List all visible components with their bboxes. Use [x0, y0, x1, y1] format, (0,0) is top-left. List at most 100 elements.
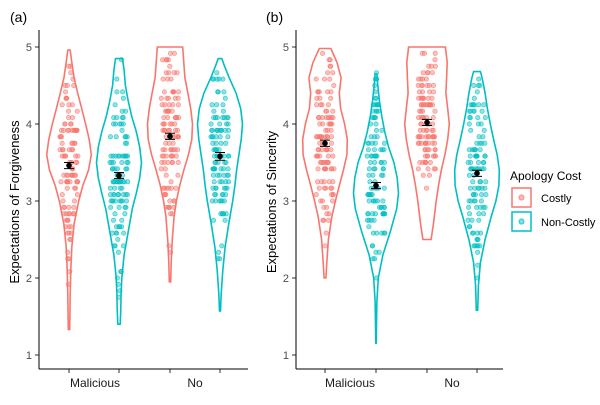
data-point [473, 153, 479, 159]
data-point [223, 160, 229, 166]
data-point [418, 121, 424, 127]
data-point [216, 249, 222, 255]
data-point [107, 185, 113, 191]
data-point [223, 185, 229, 191]
data-point [365, 192, 371, 198]
data-point [372, 211, 378, 217]
data-point [175, 172, 181, 178]
data-point [160, 121, 166, 127]
data-point [467, 185, 473, 191]
data-point [483, 192, 489, 198]
data-point [373, 249, 379, 255]
legend-label-costly: Costly [541, 193, 572, 205]
violin-malicious-non-costly [352, 73, 400, 345]
data-point [111, 115, 117, 121]
data-point [370, 256, 376, 262]
data-point [319, 102, 325, 108]
data-point [374, 275, 380, 281]
data-point [112, 185, 118, 191]
data-point [219, 179, 225, 185]
data-point [432, 57, 438, 63]
data-point [72, 198, 78, 204]
data-point [432, 63, 438, 69]
data-point [418, 76, 424, 82]
data-point [479, 192, 485, 198]
data-point [74, 108, 80, 114]
violin-malicious-non-costly [95, 57, 143, 325]
data-point [210, 172, 216, 178]
data-point [214, 70, 220, 76]
data-point [210, 134, 216, 140]
data-point [65, 179, 71, 185]
data-point [122, 134, 128, 140]
data-point [170, 153, 176, 159]
data-point [324, 134, 330, 140]
data-point [113, 153, 119, 159]
data-point [59, 153, 65, 159]
data-point [171, 204, 177, 210]
data-point [119, 57, 125, 63]
data-point [465, 217, 471, 223]
data-point [477, 179, 483, 185]
data-point [421, 50, 427, 56]
mean-marker [167, 133, 173, 140]
data-point [115, 166, 121, 172]
data-point [466, 172, 472, 178]
data-point [74, 127, 80, 133]
data-point [173, 127, 179, 133]
data-point [67, 237, 73, 243]
data-point [475, 185, 481, 191]
data-point [161, 185, 167, 191]
data-point [112, 166, 118, 172]
data-point [59, 140, 65, 146]
data-point [419, 89, 425, 95]
data-point [66, 127, 72, 133]
data-point [168, 211, 174, 217]
data-point [380, 211, 386, 217]
data-point [475, 115, 481, 121]
data-point [161, 192, 167, 198]
data-point [176, 89, 182, 95]
data-point [371, 115, 377, 121]
data-point [429, 70, 435, 76]
data-point [63, 153, 69, 159]
data-point [117, 185, 123, 191]
data-point [116, 224, 122, 230]
data-point [475, 243, 481, 249]
data-point [62, 121, 68, 127]
data-point [372, 89, 378, 95]
data-point [330, 70, 336, 76]
data-point [107, 160, 113, 166]
x-category-label-no: No [444, 376, 460, 390]
data-point [109, 230, 115, 236]
y-tick-label: 1 [26, 350, 32, 362]
data-point [420, 76, 426, 82]
data-point [221, 89, 227, 95]
data-point [474, 140, 480, 146]
data-point [430, 153, 436, 159]
data-point [171, 50, 177, 56]
data-point [420, 70, 426, 76]
data-point [376, 204, 382, 210]
panel-b-means [320, 118, 482, 190]
data-point [325, 89, 331, 95]
data-point [426, 147, 432, 153]
data-point [378, 160, 384, 166]
data-point [66, 256, 72, 262]
data-point [417, 108, 423, 114]
data-point [427, 102, 433, 108]
data-point [173, 185, 179, 191]
data-point [331, 166, 337, 172]
mean-marker [66, 162, 72, 169]
data-point [163, 204, 169, 210]
data-point [170, 89, 176, 95]
data-point [379, 230, 385, 236]
data-point [329, 192, 335, 198]
data-point [120, 243, 126, 249]
data-point [114, 230, 120, 236]
data-point [172, 134, 178, 140]
data-point [313, 192, 319, 198]
data-point [418, 108, 424, 114]
data-point [372, 83, 378, 89]
data-point [161, 115, 167, 121]
